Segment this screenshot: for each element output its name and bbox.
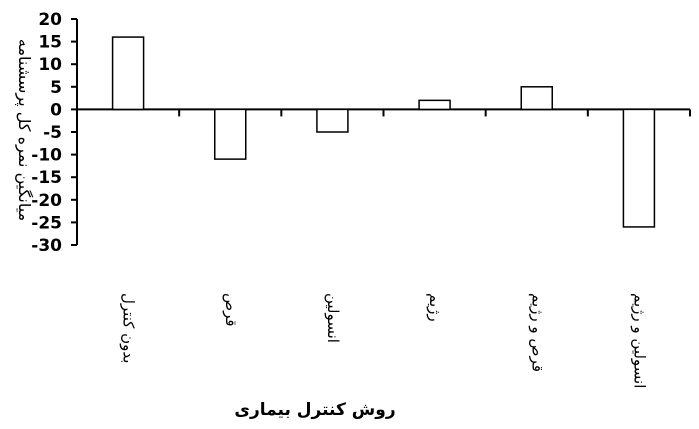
bar (622, 108, 656, 228)
y-tick-label: -30 (31, 236, 62, 256)
category-label: قرص و رژیم (528, 293, 546, 372)
category-label: قرص (222, 293, 240, 327)
category-label: بدون کنترل (120, 293, 138, 363)
y-tick-label: 15 (38, 33, 62, 53)
y-tick-label: 20 (38, 10, 62, 30)
bars (111, 36, 656, 228)
category-label: رژیم (426, 293, 444, 322)
y-tick-label: 10 (38, 55, 62, 75)
bar (316, 108, 349, 133)
bar (111, 36, 145, 111)
y-tick-label: -10 (31, 146, 62, 166)
y-tick-label: -15 (31, 168, 62, 188)
category-label: انسولین و رژیم (630, 293, 648, 388)
y-tick-label: -25 (31, 213, 62, 233)
x-axis (77, 108, 691, 117)
x-axis-label: روش کنترل بیماری (234, 400, 395, 420)
bar (418, 99, 451, 111)
y-tick-label: 5 (50, 78, 62, 98)
category-labels: بدون کنترل قرص انسولین رژیم قرص و رژیم انسولی… (120, 293, 649, 388)
y-tick-label: 0 (50, 100, 62, 120)
y-tick-label: -5 (43, 123, 62, 143)
y-tick-label: -20 (31, 191, 62, 211)
bar (214, 108, 247, 160)
y-axis-label: میانگین نمره کل پرسشنامه (14, 39, 34, 221)
category-label: انسولین (324, 293, 342, 343)
bar (520, 86, 553, 111)
